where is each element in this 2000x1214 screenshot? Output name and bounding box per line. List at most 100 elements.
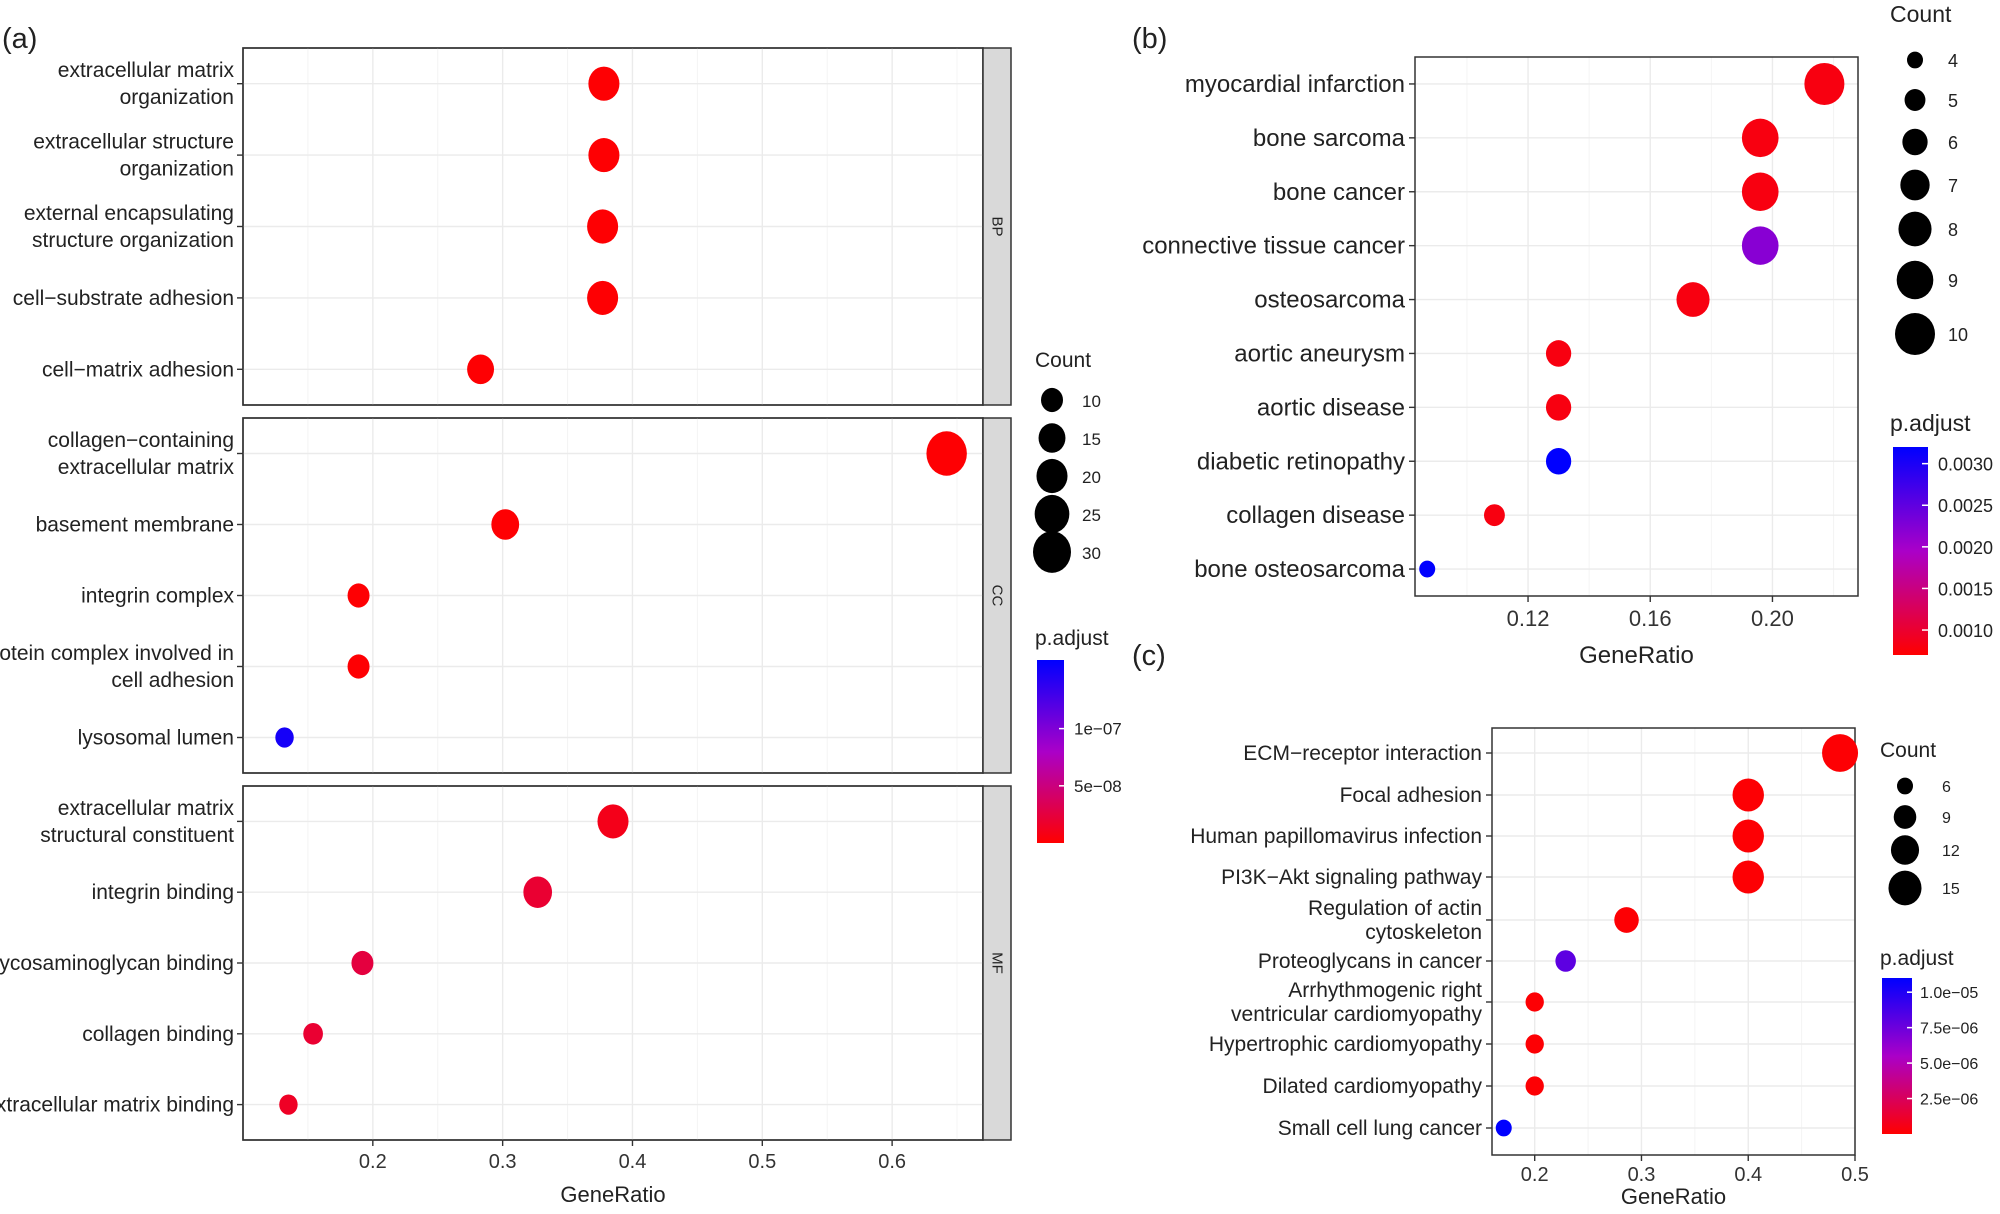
legend-size-key (1904, 89, 1926, 111)
dot-point (1495, 1119, 1512, 1137)
legend-colorbar-label: 0.0020 (1938, 538, 1993, 558)
dot-point (588, 138, 620, 173)
y-tick-label: collagen disease (1226, 502, 1405, 529)
legend-size-key (1038, 423, 1066, 453)
legend-size-key (1900, 169, 1930, 201)
x-tick-label: 0.5 (748, 1151, 776, 1173)
legend-size-key (1902, 128, 1928, 156)
dot-point (275, 727, 294, 748)
dot-point (1545, 394, 1572, 421)
dot-point (587, 280, 619, 315)
dot-point (1419, 560, 1436, 578)
y-tick-label: osteosarcoma (1254, 287, 1405, 314)
dot-point (351, 950, 374, 976)
dot-point (597, 804, 629, 839)
dot-point (1525, 992, 1544, 1012)
facet-strip-label: MF (989, 952, 1006, 974)
legend-colorbar-label: 5e−08 (1074, 777, 1122, 796)
y-tick-label: glycosaminoglycan binding (0, 952, 234, 975)
x-tick-label: 0.4 (619, 1151, 647, 1173)
facet-strip-label: CC (989, 585, 1006, 607)
y-tick-label: basement membrane (36, 514, 234, 537)
dot-point (1525, 1034, 1544, 1054)
x-tick-label: 0.12 (1507, 606, 1550, 631)
facet-strip-mf (982, 785, 1012, 1141)
legend-size-key (1036, 458, 1068, 494)
dot-point (1555, 950, 1576, 972)
legend-colorbar-label: 0.0010 (1938, 621, 1993, 641)
y-tick-label: protein complex involved in cell adhesion (0, 642, 234, 692)
y-tick-label: aortic disease (1257, 394, 1405, 421)
x-tick-label: 0.4 (1734, 1164, 1762, 1186)
plot-border-b (1414, 56, 1859, 597)
y-tick-label: cell−matrix adhesion (42, 358, 234, 381)
y-tick-label: extracellular matrix organization (58, 59, 235, 109)
y-tick-label: extracellular matrix structural constitue… (40, 797, 234, 847)
y-tick-label: extracellular matrix binding (0, 1094, 234, 1117)
y-tick-label: connective tissue cancer (1142, 233, 1405, 260)
legend-size-key (1033, 531, 1071, 573)
legend-colorbar-label: 1e−07 (1074, 720, 1122, 739)
dot-point (1741, 172, 1779, 211)
dot-point (347, 583, 370, 608)
legend-size-key (1034, 494, 1070, 534)
legend-size-key (1041, 387, 1063, 413)
legend-size-label: 9 (1948, 271, 1958, 291)
dot-point (279, 1094, 298, 1115)
panel-label-b: (b) (1132, 23, 1167, 55)
x-tick-label: 0.2 (359, 1151, 387, 1173)
legend-colorbar (1882, 978, 1912, 1134)
legend-size-label: 4 (1948, 51, 1958, 71)
legend-size-key (1890, 835, 1920, 865)
dot-point (1483, 504, 1505, 527)
legend-title-padjust: p.adjust (1035, 627, 1109, 650)
y-tick-label: cell−substrate adhesion (13, 287, 234, 310)
plot-area-c (1492, 728, 1855, 1155)
legend-colorbar-label: 0.0030 (1938, 455, 1993, 475)
dot-point (1545, 340, 1572, 367)
legend-size-label: 9 (1942, 810, 1951, 827)
dot-point (491, 509, 520, 540)
legend-size-label: 15 (1082, 430, 1101, 449)
dot-point (303, 1022, 323, 1045)
x-tick-label: 0.6 (878, 1151, 906, 1173)
legend-size-label: 6 (1948, 133, 1958, 153)
facet-strip-cc (982, 417, 1012, 774)
y-tick-label: lysosomal lumen (78, 727, 234, 750)
y-tick-label: bone sarcoma (1253, 125, 1406, 152)
dot-point (1822, 734, 1859, 772)
x-tick-label: 0.3 (1628, 1164, 1656, 1186)
legend-size-label: 12 (1942, 843, 1960, 860)
y-tick-label: myocardial infarction (1185, 71, 1405, 98)
x-axis-title: GeneRatio (1579, 642, 1694, 669)
legend-size-label: 7 (1948, 176, 1958, 196)
x-axis-title: GeneRatio (1621, 1184, 1726, 1209)
panel-label-a: (a) (2, 23, 37, 55)
legend-size-key (1897, 777, 1913, 795)
x-tick-label: 0.16 (1629, 606, 1672, 631)
x-tick-label: 0.2 (1521, 1164, 1549, 1186)
dot-point (523, 876, 553, 908)
panel-label-c: (c) (1132, 640, 1166, 672)
legend-title-padjust: p.adjust (1880, 947, 1954, 970)
y-tick-label: Proteoglycans in cancer (1258, 950, 1482, 973)
dot-point (1741, 118, 1779, 158)
legend-size-key (1893, 805, 1917, 829)
legend-size-label: 30 (1082, 544, 1101, 563)
facet-strip-label: BP (989, 216, 1006, 236)
dot-point (587, 209, 619, 244)
y-tick-label: PI3K−Akt signaling pathway (1221, 866, 1482, 889)
y-tick-label: collagen−containing extracellular matrix (48, 429, 235, 479)
y-tick-label: Regulation of actin cytoskeleton (1308, 897, 1482, 944)
dot-point (926, 431, 967, 476)
dot-point (1741, 226, 1779, 265)
dot-point (467, 354, 495, 385)
y-tick-label: Human papillomavirus infection (1190, 825, 1482, 848)
legend-colorbar-label: 5.0e−06 (1920, 1056, 1978, 1073)
legend-size-key (1895, 313, 1935, 355)
x-tick-label: 0.5 (1841, 1164, 1869, 1186)
legend-size-label: 20 (1082, 468, 1101, 487)
y-tick-label: integrin binding (92, 881, 234, 904)
dot-point (1732, 860, 1764, 894)
